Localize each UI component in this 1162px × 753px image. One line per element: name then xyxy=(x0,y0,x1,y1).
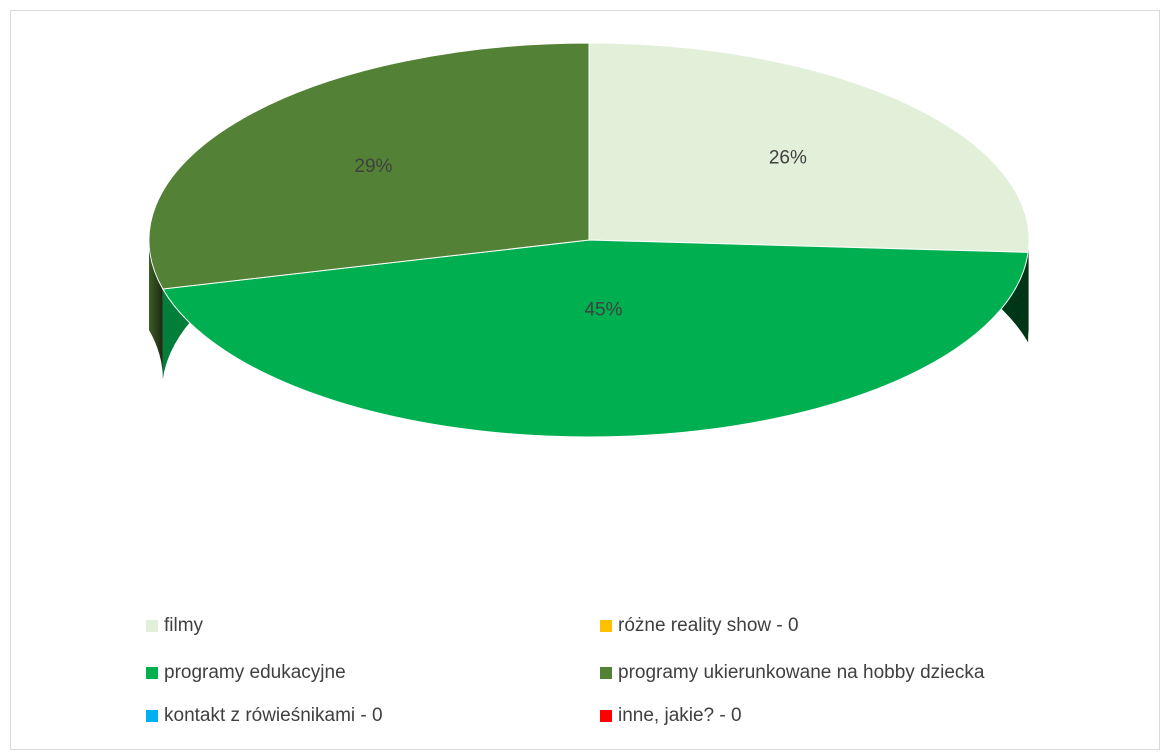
legend-label: inne, jakie? - 0 xyxy=(618,705,742,726)
legend-swatch xyxy=(600,620,612,632)
data-label: 26% xyxy=(769,147,807,168)
legend-swatch xyxy=(146,620,158,632)
legend-label: różne reality show - 0 xyxy=(618,615,799,636)
legend-item: programy ukierunkowane na hobby dziecka xyxy=(600,662,985,684)
legend-label: programy edukacyjne xyxy=(164,662,346,683)
legend-item: różne reality show - 0 xyxy=(600,615,799,637)
data-label: 29% xyxy=(354,156,392,177)
pie-slice-programy-ukierunkowane-na-hobby-dziecka xyxy=(148,42,590,290)
legend-label: programy ukierunkowane na hobby dziecka xyxy=(618,662,985,683)
legend-swatch xyxy=(600,667,612,679)
legend-item: inne, jakie? - 0 xyxy=(600,705,742,727)
legend-swatch xyxy=(146,667,158,679)
pie-side-filmy xyxy=(1028,240,1029,343)
legend-swatch xyxy=(600,710,612,722)
pie-slice-filmy xyxy=(588,42,1030,253)
legend-item: programy edukacyjne xyxy=(146,662,346,684)
legend-label: filmy xyxy=(164,615,204,636)
data-label: 45% xyxy=(584,300,622,321)
legend-item: kontakt z rówieśnikami - 0 xyxy=(146,705,383,727)
legend-label: kontakt z rówieśnikami - 0 xyxy=(164,705,383,726)
legend-swatch xyxy=(146,710,158,722)
legend-item: filmy xyxy=(146,615,203,637)
pie-slice-programy-edukacyjne xyxy=(162,239,1029,438)
